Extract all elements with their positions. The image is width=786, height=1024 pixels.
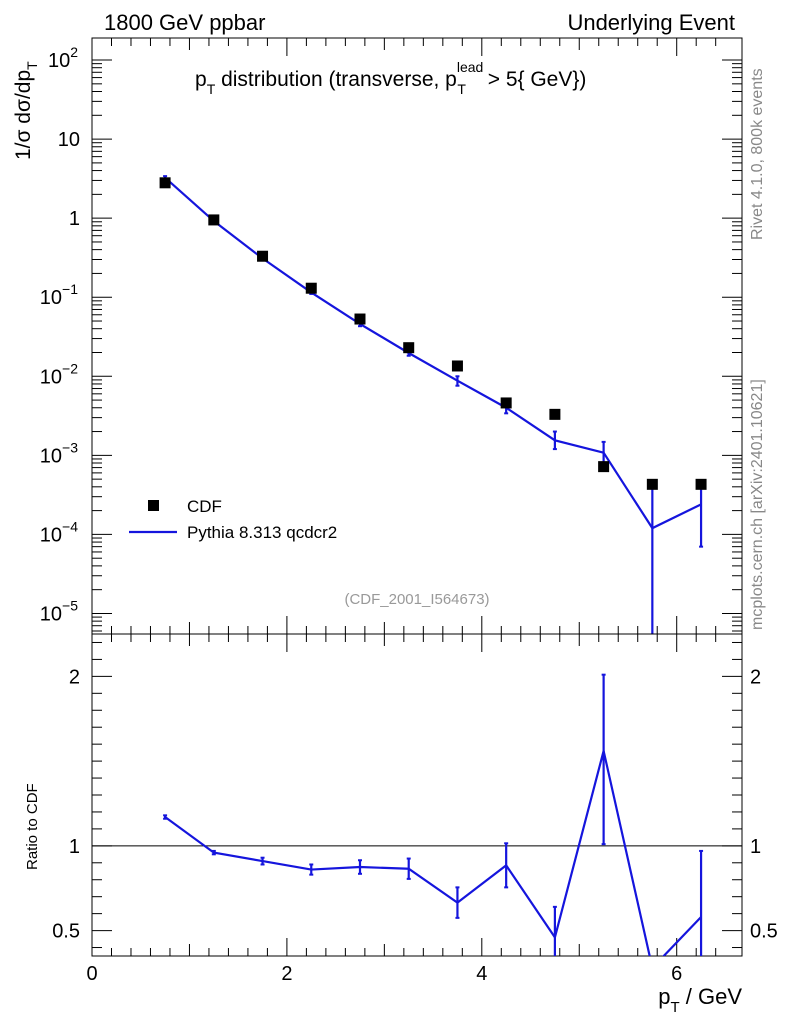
data-point bbox=[500, 397, 512, 409]
ratio-y-tick-label-left: 1 bbox=[69, 836, 80, 858]
x-tick-label: 2 bbox=[281, 963, 292, 985]
main-panel-frame bbox=[91, 37, 743, 635]
data-point bbox=[598, 461, 610, 473]
mc-series-line bbox=[164, 176, 702, 530]
data-point bbox=[549, 408, 561, 420]
main-y-tick-labels: 102 10 1 10−1 10−2 10−3 10−4 10−5 bbox=[40, 44, 80, 625]
data-point bbox=[305, 282, 317, 294]
legend: CDF Pythia 8.313 qcdcr2 bbox=[129, 497, 337, 542]
x-axis-label: pT / GeV bbox=[658, 984, 742, 1016]
ratio-y-tick-label-right: 0.5 bbox=[750, 921, 778, 943]
main-y-tick-label: 10−2 bbox=[40, 360, 78, 388]
ratio-error-bars bbox=[163, 673, 704, 956]
ratio-ticks bbox=[91, 634, 742, 956]
legend-data-label: CDF bbox=[187, 497, 222, 516]
mcplots-label: mcplots.cern.ch [arXiv:2401.10621] bbox=[749, 379, 766, 630]
ratio-y-tick-label-right: 1 bbox=[750, 836, 761, 858]
data-point bbox=[208, 214, 220, 226]
ratio-series-line bbox=[164, 750, 702, 956]
main-y-tick-label: 10−1 bbox=[40, 281, 78, 309]
x-tick-label: 0 bbox=[86, 963, 97, 985]
x-tick-label: 4 bbox=[476, 963, 487, 985]
data-point bbox=[257, 250, 269, 262]
main-y-tick-label: 10−5 bbox=[40, 597, 78, 625]
rivet-version-label: Rivet 4.1.0, 800k events bbox=[749, 68, 766, 240]
data-point bbox=[451, 360, 463, 372]
ratio-y-axis-label: Ratio to CDF bbox=[24, 783, 41, 870]
ratio-y-tick-label-left: 2 bbox=[69, 666, 80, 688]
main-y-tick-label: 1 bbox=[69, 208, 80, 230]
ratio-y-tick-label-right: 2 bbox=[750, 666, 761, 688]
legend-mc-label: Pythia 8.313 qcdcr2 bbox=[187, 523, 337, 542]
analysis-id-watermark: (CDF_2001_I564673) bbox=[344, 591, 489, 608]
ratio-panel-frame bbox=[91, 633, 743, 957]
data-point bbox=[403, 342, 415, 354]
data-point bbox=[159, 177, 171, 189]
legend-data-marker bbox=[148, 500, 159, 511]
main-y-tick-label: 10−4 bbox=[40, 518, 78, 546]
main-title: pT distribution (transverse, plead T > 5{… bbox=[195, 59, 586, 97]
header-analysis-label: Underlying Event bbox=[567, 10, 735, 35]
data-point bbox=[695, 478, 707, 490]
main-y-tick-label: 10 bbox=[58, 129, 80, 151]
x-tick-label: 6 bbox=[671, 963, 682, 985]
ratio-tick-labels: 0.5 0.5 1 1 2 2 0 2 4 6 bbox=[52, 666, 778, 985]
main-y-ticks bbox=[91, 38, 742, 634]
ratio-y-tick-label-left: 0.5 bbox=[52, 921, 80, 943]
header-energy-label: 1800 GeV ppbar bbox=[104, 10, 265, 35]
main-y-tick-label: 10−3 bbox=[40, 439, 78, 467]
data-markers bbox=[159, 177, 707, 490]
main-y-axis-label: 1/σ dσ/dpT bbox=[12, 61, 40, 160]
data-point bbox=[354, 313, 366, 325]
main-y-tick-label: 102 bbox=[48, 44, 78, 72]
data-point bbox=[646, 478, 658, 490]
